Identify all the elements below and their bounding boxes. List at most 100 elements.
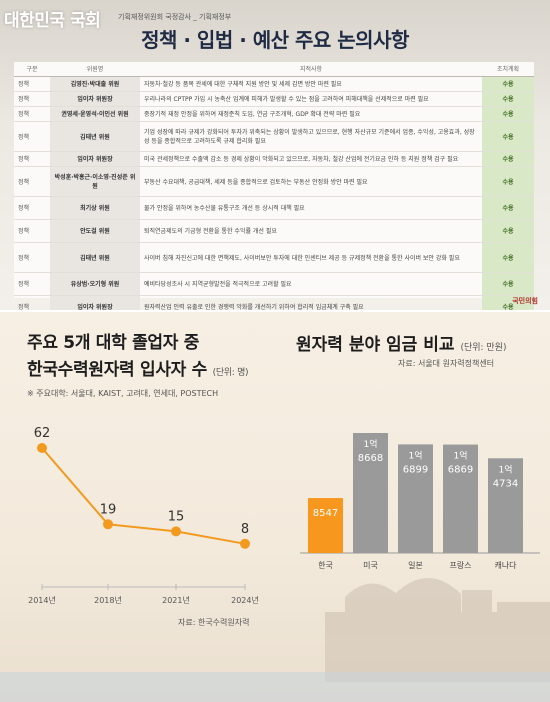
wage-bar-chart: 8547 한국 1억 8668 미국 1억 6899 일본 1억 6869 프랑스 1억 4734 캐나다 <box>300 433 540 570</box>
bar-category-label: 프랑스 <box>449 560 471 570</box>
table-row: 정책 임이자 위원장 원자력산업 인력 유출로 인한 경쟁력 악화를 개선하기 위하… <box>14 295 534 310</box>
table-row: 정책 김태년 위원 기업 성장에 따라 규제가 강화되어 투자가 위축되는 상황이 … <box>14 121 534 152</box>
x-tick-label: 2018년 <box>94 595 122 605</box>
row-remark: 물가 안정을 위하여 농수산물 유통구조 개선 등 상시적 대책 필요 <box>140 196 482 220</box>
bar-value-label: 1억 <box>408 449 422 461</box>
line-chart-source: 자료: 한국수력원자력 <box>178 618 250 627</box>
row-member: 김영진·박대출 위원 <box>50 76 140 92</box>
bar-category-label: 한국 <box>318 561 333 570</box>
header-action: 조치계획 <box>482 62 534 77</box>
bar-value-label: 4734 <box>493 478 518 489</box>
bar-chart-unit: (단위: 만원) <box>460 343 507 353</box>
data-label: 62 <box>34 426 51 441</box>
broadcaster-watermark: 대한민국 국회 <box>4 11 101 31</box>
table-row: 정책 박성훈·박홍근·이소영·진성준 위원 부동산 수요대책, 공급대책, 세제 등… <box>14 166 534 197</box>
row-category: 정책 <box>14 91 50 107</box>
x-tick-label: 2014년 <box>28 595 56 605</box>
issues-table: 구분 위원명 지적사항 조치계획 정책 김영진·박대출 위원 자동차·철강 등 품목… <box>14 62 534 310</box>
data-point <box>37 443 47 453</box>
table-row: 정책 임이자 위원장 우리나라의 CPTPP 가입 시 농축산 업계에 피해가 발생… <box>14 91 534 107</box>
row-remark: 부동산 수요대책, 공급대책, 세제 등을 종합적으로 검토하는 부동산 안정화… <box>140 166 482 197</box>
issues-table-card: 구분 위원명 지적사항 조치계획 정책 김영진·박대출 위원 자동차·철강 등 품목… <box>14 62 534 310</box>
row-action: 수용 <box>482 272 534 296</box>
hire-count-line-chart: 62 2014년 19 2018년 15 2021년 8 2024년 <box>28 426 259 605</box>
bar-value-label: 8547 <box>313 508 338 519</box>
bar-category-label: 캐나다 <box>494 561 517 570</box>
x-tick-label: 2021년 <box>162 595 190 605</box>
row-member: 임이자 위원장 <box>50 91 140 107</box>
infographic-panel: 주요 5개 대학 졸업자 중 한국수력원자력 입사자 수 (단위: 명) ※ 주… <box>0 312 550 702</box>
bar-category-label: 일본 <box>408 561 423 570</box>
row-action: 수용 <box>482 219 534 243</box>
row-action: 수용 <box>482 295 534 310</box>
row-remark: 미국 관세정책으로 수출액 감소 등 경제 상황이 악화되고 있으므로, 자동차… <box>140 151 482 167</box>
table-row: 정책 김태년 위원 사이버 침해 자진신고에 대한 면책제도, 사이버보안 투자에 … <box>14 242 534 273</box>
row-member: 최기상 위원 <box>50 196 140 220</box>
row-category: 정책 <box>14 196 50 220</box>
row-member: 권영세·윤영석·이인선 위원 <box>50 106 140 122</box>
data-point <box>103 519 113 530</box>
row-category: 정책 <box>14 242 50 273</box>
hire-count-series-line <box>41 447 246 545</box>
bar-value-label: 1억 <box>453 450 467 462</box>
bar-value-label: 6869 <box>448 465 473 476</box>
table-row: 정책 안도걸 위원 퇴직연금제도의 기금형 전환을 통한 수익률 개선 필요 수용 <box>14 219 534 243</box>
line-chart-title-line2: 한국수력원자력 입사자 수 <box>27 360 207 380</box>
panel-title: 정책 · 입법 · 예산 주요 논의사항 <box>141 28 409 52</box>
row-category: 정책 <box>14 272 50 296</box>
bar-chart-title-text: 원자력 분야 임금 비교 <box>296 335 455 355</box>
wage-bar <box>353 433 388 553</box>
wage-bar <box>443 444 478 553</box>
row-member: 김태년 위원 <box>50 121 140 152</box>
party-logo: 국민의힘 <box>512 297 538 305</box>
row-category: 정책 <box>14 166 50 197</box>
header-category: 구분 <box>14 62 50 77</box>
bar-chart-source: 자료: 서울대 원자력정책센터 <box>398 359 495 368</box>
table-row: 정책 권영세·윤영석·이인선 위원 중장기적 재정 안정을 위하여 재정준칙 도입,… <box>14 106 534 122</box>
bar-value-label: 1억 <box>363 438 377 450</box>
data-label: 15 <box>168 509 185 524</box>
wage-bar <box>488 458 523 553</box>
bar-value-label: 1억 <box>498 463 512 475</box>
row-remark: 우리나라의 CPTPP 가입 시 농축산 업계에 피해가 발생할 수 있는 점을… <box>140 91 482 107</box>
row-remark: 중장기적 재정 안정을 위하여 재정준칙 도입, 연금 구조개혁, GDP 확대… <box>140 106 482 122</box>
table-row: 정책 최기상 위원 물가 안정을 위하여 농수산물 유통구조 개선 등 상시적 대책… <box>14 196 534 220</box>
row-remark: 자동차·철강 등 품목 관세에 대한 구체적 지원 방안 및 세제 감면 방안 … <box>140 76 482 92</box>
bar-chart-title: 원자력 분야 임금 비교 (단위: 만원) <box>296 330 506 355</box>
row-category: 정책 <box>14 106 50 122</box>
data-label: 19 <box>100 502 117 517</box>
bar-category-label: 미국 <box>363 561 378 570</box>
row-action: 수용 <box>482 242 534 273</box>
data-label: 8 <box>241 522 249 537</box>
row-remark: 예비타당성조사 시 지역균형발전을 적극적으로 고려할 필요 <box>140 272 482 296</box>
table-row: 정책 임이자 위원장 미국 관세정책으로 수출액 감소 등 경제 상황이 악화되고 … <box>14 151 534 167</box>
header-remark: 지적사항 <box>140 62 482 77</box>
row-category: 정책 <box>14 121 50 152</box>
row-member: 유상범·오기형 위원 <box>50 272 140 296</box>
row-action: 수용 <box>482 106 534 122</box>
row-remark: 퇴직연금제도의 기금형 전환을 통한 수익률 개선 필요 <box>140 219 482 243</box>
row-category: 정책 <box>14 76 50 92</box>
wage-bar <box>308 498 343 553</box>
line-chart-note: ※ 주요대학: 서울대, KAIST, 고려대, 연세대, POSTECH <box>27 389 219 398</box>
row-member: 임이자 위원장 <box>50 151 140 167</box>
panel-subtitle: 기획재정위원회 국정감사 _ 기획재정부 <box>118 13 232 21</box>
row-action: 수용 <box>482 91 534 107</box>
table-row: 정책 유상범·오기형 위원 예비타당성조사 시 지역균형발전을 적극적으로 고려할 … <box>14 272 534 296</box>
data-point <box>171 526 181 537</box>
row-remark: 원자력산업 인력 유출로 인한 경쟁력 악화를 개선하기 위하여 합리적 임금체… <box>140 295 482 310</box>
line-chart-unit: (단위: 명) <box>212 368 249 378</box>
row-member: 안도걸 위원 <box>50 219 140 243</box>
row-member: 임이자 위원장 <box>50 295 140 310</box>
row-action: 수용 <box>482 196 534 220</box>
row-category: 정책 <box>14 151 50 167</box>
row-action: 수용 <box>482 166 534 197</box>
row-action: 수용 <box>482 151 534 167</box>
bar-value-label: 6899 <box>403 464 428 475</box>
power-plant-illustration <box>0 578 550 702</box>
table-header-row: 구분 위원명 지적사항 조치계획 <box>14 62 534 77</box>
row-category: 정책 <box>14 295 50 310</box>
line-chart-title-line1: 주요 5개 대학 졸업자 중 <box>27 333 200 353</box>
row-category: 정책 <box>14 219 50 243</box>
wage-bar <box>398 444 433 553</box>
